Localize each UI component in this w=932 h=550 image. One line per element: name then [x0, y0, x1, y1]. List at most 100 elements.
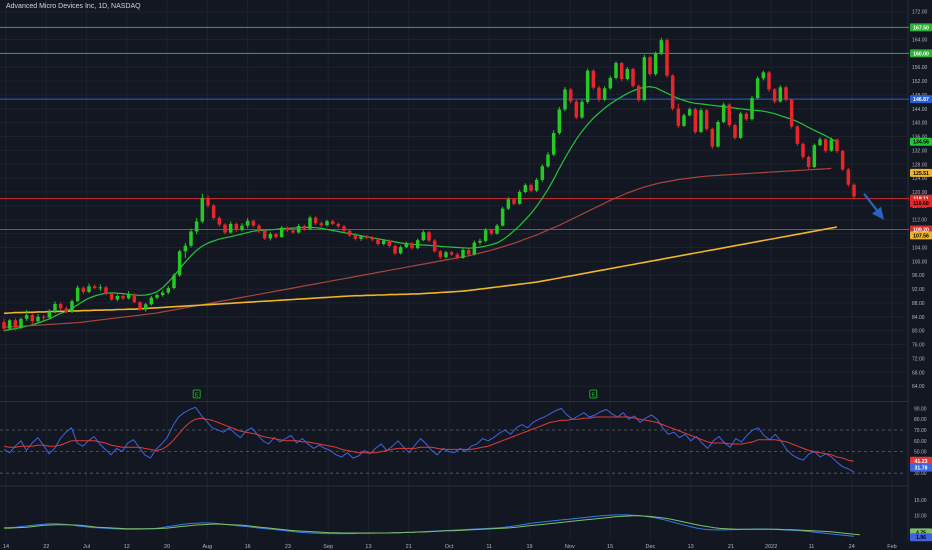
price-tick-label: 80.00 [912, 329, 925, 335]
price-tick-label: 144.00 [912, 107, 928, 113]
candle-body [245, 220, 250, 226]
axis-badge-label: 116.68 [913, 201, 929, 207]
candle-body [727, 104, 732, 126]
down-arrow-annotation[interactable] [863, 193, 884, 220]
candle-body [687, 109, 692, 116]
horizontal-levels[interactable] [0, 26, 910, 230]
candle-body [155, 294, 159, 298]
candle-body [585, 70, 590, 102]
candle-body [670, 75, 675, 109]
candle-body [279, 227, 284, 238]
candle-body [132, 294, 137, 303]
candles [2, 37, 856, 332]
candle-body [81, 287, 86, 292]
candle-body [398, 247, 403, 254]
chart-title: Advanced Micro Devices Inc, 1D, NASDAQ [6, 3, 141, 10]
axis-badge-label: 146.87 [913, 97, 929, 103]
candle-body [223, 224, 227, 233]
axis-badge[interactable] [910, 49, 932, 58]
candle-body [704, 110, 709, 129]
candle-body [500, 208, 505, 226]
candle-body [812, 145, 817, 168]
candle-body [665, 40, 669, 76]
axis-badge[interactable] [910, 23, 932, 32]
candle-body [449, 252, 454, 255]
candle-body [574, 101, 579, 118]
time-axis[interactable]: 14 22 Jul 12 20 Aug 16 23 Sep 13 21 Oct 11 19 Nov 15 Dec… [3, 544, 897, 550]
axis-badge[interactable] [910, 456, 932, 465]
candle-body [319, 223, 324, 226]
price-tick-label: 72.00 [912, 356, 925, 362]
candle-body [13, 320, 18, 328]
time-tick-label: 13 [688, 544, 694, 550]
candle-body [801, 143, 805, 157]
candle-body [455, 254, 460, 258]
candle-body [376, 239, 380, 244]
rsi-tick-label: 70.00 [914, 428, 927, 434]
price-axis[interactable]: 172.00164.00160.00156.00152.00148.00144.… [909, 0, 932, 550]
candle-body [251, 220, 256, 226]
price-tick-label: 68.00 [912, 370, 925, 376]
axis-background [909, 0, 932, 550]
candle-body [359, 236, 363, 239]
candle-body [789, 99, 794, 127]
candle-body [506, 199, 511, 209]
candle-body [472, 242, 477, 255]
candle-body [563, 89, 567, 110]
price-tick-label: 140.00 [912, 121, 928, 127]
candle-body [228, 223, 233, 233]
axis-badge[interactable] [910, 137, 932, 146]
candle-body [523, 185, 528, 192]
candle-body [58, 303, 63, 309]
candle-body [682, 115, 686, 126]
candle-body [529, 185, 533, 191]
candle-body [126, 294, 131, 299]
candle-body [619, 63, 624, 79]
price-tick-label: 92.00 [912, 287, 925, 293]
candle-body [591, 70, 596, 88]
candle-body [551, 133, 556, 155]
axis-badge-label: 41.23 [915, 459, 928, 465]
candle-body [211, 205, 216, 218]
rsi-tick-label: 90.00 [914, 406, 927, 412]
candle-body [143, 304, 148, 310]
axis-badge[interactable] [910, 463, 932, 472]
candle-body [7, 320, 12, 329]
axis-badge[interactable] [910, 199, 932, 208]
moving-average-line [3, 226, 838, 315]
candle-body [738, 113, 743, 138]
candle-body [846, 169, 851, 185]
price-tick-label: 96.00 [912, 273, 925, 279]
candle-body [597, 87, 601, 100]
arrow-shaft [863, 193, 879, 213]
time-tick-label: 12 [124, 544, 130, 550]
candle-body [268, 233, 273, 239]
axis-badge-label: 167.50 [913, 25, 929, 31]
candle-body [353, 235, 358, 239]
candle-body [121, 296, 125, 299]
candle-body [829, 139, 834, 151]
candle-body [784, 87, 788, 100]
time-tick-label: 21 [406, 544, 412, 550]
axis-badge[interactable] [910, 231, 932, 240]
earnings-markers[interactable]: EEE [192, 389, 932, 399]
candle-body [546, 154, 550, 167]
candle-body [64, 308, 69, 312]
candle-body [115, 296, 120, 300]
candle-body [653, 53, 658, 75]
axis-badge[interactable] [910, 533, 932, 542]
candle-body [257, 225, 261, 231]
candle-body [172, 275, 176, 289]
axis-badge-label: 134.56 [913, 140, 929, 146]
candle-body [308, 217, 312, 229]
candle-body [194, 221, 199, 232]
earnings-marker[interactable] [589, 389, 598, 399]
candle-body [415, 240, 420, 249]
earnings-marker[interactable] [192, 389, 201, 399]
earnings-marker-label: E [591, 392, 595, 398]
axis-badge[interactable] [910, 168, 932, 177]
axis-badge[interactable] [910, 95, 932, 104]
candle-body [75, 287, 80, 302]
